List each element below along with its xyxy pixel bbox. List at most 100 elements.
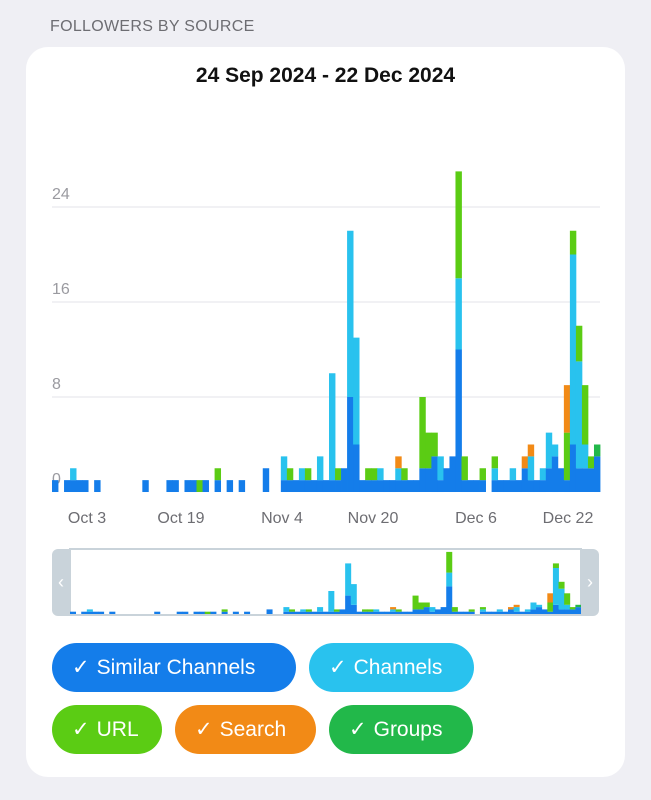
chart-bar-segment — [383, 480, 390, 493]
navigator-bar-segment — [311, 611, 318, 614]
legend-toggle-url[interactable]: ✓ URL — [52, 705, 162, 754]
navigator-bar-segment — [86, 611, 93, 614]
navigator-bar-segment — [558, 609, 565, 614]
navigator-bar-segment — [569, 607, 576, 610]
legend-toggle-groups[interactable]: ✓ Groups — [329, 705, 473, 754]
chart-bar-segment — [82, 480, 89, 493]
chart-bar-segment — [401, 480, 408, 493]
navigator-bar-segment — [564, 593, 571, 605]
chart-bar-segment — [377, 468, 384, 481]
navigator-bar-segment — [81, 611, 88, 614]
chevron-left-icon: ‹ — [58, 572, 64, 592]
chart-bar-segment — [551, 456, 559, 493]
chart-bar-segment — [76, 480, 83, 493]
chart-bar-segment — [575, 361, 583, 469]
navigator-bar-segment — [536, 607, 543, 614]
navigator-right-handle[interactable]: › — [581, 549, 599, 616]
navigator-bar-segment — [496, 609, 503, 612]
navigator-bar-segment — [508, 607, 515, 610]
navigator-bar-segment — [564, 604, 571, 610]
chart-bar-segment — [503, 480, 511, 493]
chart-bar-segment — [569, 254, 577, 445]
navigator-left-handle[interactable]: ‹ — [52, 549, 70, 616]
chart-bar-segment — [298, 468, 306, 481]
legend-toggle-search[interactable]: ✓ Search — [175, 705, 316, 754]
chart-bar-segment — [455, 278, 462, 350]
navigator-bar-segment — [530, 609, 537, 614]
navigator-bar-segment — [485, 611, 492, 614]
navigator-bar-segment — [199, 611, 206, 614]
navigator-bar-segment — [390, 607, 397, 610]
chart-bar-segment — [563, 480, 571, 493]
chart-bar-segment — [563, 385, 571, 433]
chart-bar-segment — [491, 468, 499, 481]
chart-bar-segment — [443, 468, 450, 492]
navigator-bar-segment — [210, 611, 217, 614]
navigator-bar-segment — [362, 611, 369, 614]
x-tick-label: Nov 20 — [348, 510, 399, 527]
chart-bar-segment — [64, 480, 71, 493]
x-tick-label: Dec 6 — [455, 510, 497, 527]
chart-bar-segment — [569, 444, 577, 492]
navigator-bar-segment — [541, 609, 548, 614]
check-icon: ✓ — [195, 718, 213, 741]
chart-bar-segment — [587, 456, 595, 469]
navigator-bar-segment — [479, 611, 486, 614]
navigator-bar-segment — [176, 611, 183, 614]
chart-bar-segment — [419, 397, 426, 469]
chart-bar-segment — [461, 480, 468, 493]
chart-bar-segment — [563, 432, 571, 481]
chart-bar-segment — [322, 480, 330, 493]
chart-bar-segment — [455, 171, 462, 279]
navigator-bar-segment — [406, 611, 413, 614]
legend-label: Search — [219, 718, 287, 741]
legend-toggle-similar-channels[interactable]: ✓ Similar Channels — [52, 643, 296, 692]
navigator-bar-segment — [305, 611, 312, 614]
navigator-bar-segment — [345, 563, 352, 596]
chart-bar-segment — [545, 432, 553, 469]
navigator-bar-segment — [491, 611, 498, 614]
navigator-bar-segment — [384, 611, 391, 614]
chart-bar-segment — [401, 468, 408, 481]
section-title: FOLLOWERS BY SOURCE — [50, 18, 255, 35]
chart-bar-segment — [365, 480, 372, 493]
chart-bar-segment — [479, 468, 486, 481]
navigator-bar-segment — [412, 595, 419, 610]
chart-bar-segment — [395, 480, 402, 493]
navigator-bar-segment — [395, 611, 402, 614]
navigator-bar-segment — [373, 611, 380, 614]
chart-bar-segment — [575, 325, 583, 362]
navigator-bar-segment — [418, 609, 425, 614]
navigator-bar-segment — [395, 609, 402, 612]
chart-bar-segment — [569, 230, 577, 255]
navigator-bar-segment — [429, 611, 436, 614]
chart-bar-segment — [377, 480, 384, 493]
navigator-bar-segment — [552, 563, 559, 568]
navigator-bar-segment — [367, 609, 374, 612]
chart-bar-segment — [70, 480, 77, 493]
chart-bar-segment — [304, 468, 312, 481]
navigator-bar-segment — [283, 607, 290, 612]
navigator-bar-segment — [317, 607, 324, 612]
navigator-bar-segment — [468, 609, 475, 612]
chart-bar-segment — [527, 444, 535, 457]
navigator-bar-segment — [552, 568, 559, 605]
chart-bar-segment — [497, 480, 505, 493]
navigator-bar-segment — [423, 602, 430, 608]
navigator-bar-segment — [154, 611, 161, 614]
chart-bar-segment — [70, 468, 77, 481]
chart-bar-segment — [329, 480, 336, 493]
navigator-bar-segment — [440, 607, 447, 614]
chart-bar-segment — [353, 337, 360, 445]
chart-bar-segment — [593, 444, 601, 457]
chart-bar-segment — [407, 480, 414, 493]
navigator-bar-segment — [305, 609, 312, 612]
navigator-bar-segment — [390, 609, 397, 612]
y-tick-label: 8 — [52, 376, 61, 393]
navigator-bar-segment — [463, 611, 470, 614]
legend-toggle-channels[interactable]: ✓ Channels — [309, 643, 474, 692]
chart-bar-segment — [286, 468, 294, 481]
chart-bar-segment — [533, 480, 541, 493]
navigator-bar-segment — [429, 607, 436, 612]
chart-bar-segment — [280, 480, 288, 493]
